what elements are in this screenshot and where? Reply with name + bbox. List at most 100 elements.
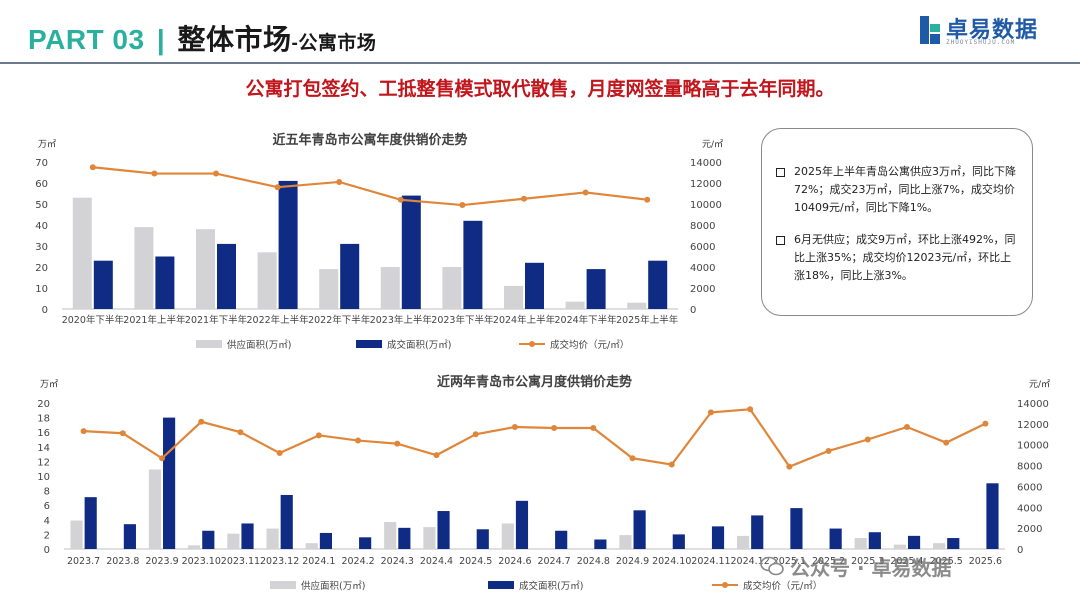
summary-note-2-text: 6月无供应；成交9万㎡，环比上涨492%，同比上涨35%；成交均价12023元/… (794, 233, 1016, 282)
chart-1-category-label: 2020年下半年 (62, 314, 125, 326)
chart-2-price-point (276, 450, 283, 457)
chart-2-category-label: 2025.3 (851, 556, 884, 567)
chart-2-left-tick: 8 (44, 487, 50, 498)
chart-1-legend-swatch (356, 340, 382, 348)
chart-2-right-tick: 10000 (1017, 441, 1049, 452)
chart-2-left-tick: 18 (37, 414, 50, 425)
chart-1-deal-bar (155, 256, 175, 309)
chart-1-price-point (151, 170, 158, 177)
chart-2-right-tick: 2000 (1017, 524, 1042, 535)
chart-1-supply-bar (134, 227, 154, 309)
chart-2-deal-bar (241, 523, 254, 549)
chart-2-category-label: 2023.8 (106, 556, 139, 567)
chart-1-price-point (582, 189, 589, 196)
chart-2-category-label: 2025.4 (890, 556, 923, 567)
chart-2-price-point (903, 423, 910, 430)
chart-2-price-point (315, 432, 322, 439)
chart-2-supply-bar (305, 543, 318, 549)
chart-1-supply-bar (257, 252, 277, 309)
chart-2-price-point (747, 406, 754, 413)
chart-2-category-label: 2024.5 (459, 556, 492, 567)
chart-1-price-point (521, 195, 527, 202)
chart-1-left-tick: 30 (35, 242, 48, 253)
chart-2-deal-bar (359, 537, 372, 549)
headline: 公寓打包签约、工抵整售模式取代散售，月度网签量略高于去年同期。 (245, 78, 835, 100)
chart-2-deal-bar (907, 535, 921, 549)
chart-1-right-tick: 12000 (690, 179, 722, 190)
chart-2-category-label: 2023.10 (182, 556, 221, 567)
chart-1-right-tick: 2000 (690, 284, 715, 295)
chart-1-category-label: 2025年上半年 (616, 314, 679, 326)
chart-2-price-point (668, 461, 675, 468)
chart-2-price-point (355, 437, 362, 444)
chart-1-price-point (274, 184, 281, 191)
chart-2-left-tick: 14 (37, 443, 50, 454)
slide-header: PART 03 | 整体市场-公寓市场 卓易数据 ZHUOYISHUJU.COM (0, 0, 1080, 66)
chart-2-supply-bar (736, 535, 750, 549)
chart-2-deal-bar (555, 530, 568, 549)
chart-1-supply-bar (196, 229, 215, 309)
chart-2-deal-bar (594, 539, 607, 549)
chart-1-right-tick: 4000 (690, 263, 715, 274)
chart-1-supply-bar (72, 197, 92, 309)
part-divider: | (156, 24, 166, 55)
chart-1-deal-bar (340, 243, 360, 309)
chart-2-legend-marker (722, 582, 728, 588)
chart-1-title: 近五年青岛市公寓年度供销价走势 (272, 132, 467, 148)
chart-2-right-tick: 0 (1017, 545, 1023, 556)
chart-2-price-point (198, 418, 205, 425)
chart-2-right-tick: 4000 (1017, 503, 1042, 514)
chart-1-price-point (397, 196, 404, 203)
chart-2-supply-bar (148, 469, 162, 549)
chart-1-right-tick: 0 (690, 305, 696, 316)
chart-2-price-point (590, 425, 597, 432)
chart-2-price-point (472, 431, 479, 438)
chart-1-deal-bar (401, 195, 421, 309)
chart-1-left-tick: 0 (42, 305, 48, 316)
logo-text: 卓易数据 (946, 18, 1039, 43)
chart-2-price-point (394, 440, 401, 447)
chart-1-left-tick: 70 (35, 158, 48, 169)
chart-1-supply-bar (627, 302, 647, 309)
chart-1-left-tick: 60 (35, 179, 48, 190)
chart-2-category-label: 2024.9 (616, 556, 649, 567)
chart-2-category-label: 2023.9 (145, 556, 178, 567)
chart-1-left-unit: 万㎡ (38, 139, 56, 150)
chart-2-supply-bar (70, 520, 83, 549)
summary-note-2: 6月无供应；成交9万㎡，环比上涨492%，同比上涨35%；成交均价12023元/… (776, 231, 1021, 285)
chart-2-deal-bar (476, 529, 489, 549)
chart-2-deal-bar (633, 510, 646, 549)
chart-1-left-tick: 20 (35, 263, 48, 274)
chart-2-legend-label: 供应面积(万㎡) (301, 580, 365, 592)
subsection-title: -公寓市场 (291, 33, 377, 54)
chart-2-price-line (83, 408, 986, 468)
chart-2-category-label: 2024.10 (652, 556, 691, 567)
chart-2-price-point (982, 420, 989, 427)
logo-mark-icon (920, 16, 940, 44)
chart-1-left-tick: 50 (35, 200, 48, 211)
chart-1-right-tick: 8000 (690, 221, 715, 232)
chart-2-left-tick: 20 (37, 399, 50, 410)
chart-1-category-label: 2024年上半年 (493, 314, 556, 326)
chart-1-legend-label: 成交面积(万㎡) (387, 339, 451, 351)
chart-2-right-tick: 12000 (1017, 420, 1049, 431)
chart-2-deal-bar (398, 527, 411, 549)
chart-2-price-point (159, 455, 166, 462)
chart-2-category-label: 2023.12 (260, 556, 299, 567)
chart-1-supply-bar (565, 301, 585, 309)
chart-1-right-tick: 14000 (690, 158, 722, 169)
chart-2-left-unit: 万㎡ (40, 379, 58, 390)
chart-2-left-tick: 6 (44, 501, 50, 512)
chart-2-category-label: 2024.7 (537, 556, 570, 567)
chart-1-price-point (336, 178, 343, 185)
chart-1-legend-label: 成交均价（元/㎡） (550, 339, 629, 351)
header-divider (0, 62, 1080, 64)
chart-1-category-label: 2021年上半年 (123, 314, 186, 326)
chart-1-legend-swatch (196, 340, 222, 348)
chart-2-deal-bar (986, 483, 999, 549)
chart-2-deal-bar (751, 515, 764, 549)
chart-1-price-line (92, 166, 648, 207)
chart-1-supply-bar (504, 285, 523, 309)
chart-1-right-unit: 元/㎡ (702, 139, 723, 150)
